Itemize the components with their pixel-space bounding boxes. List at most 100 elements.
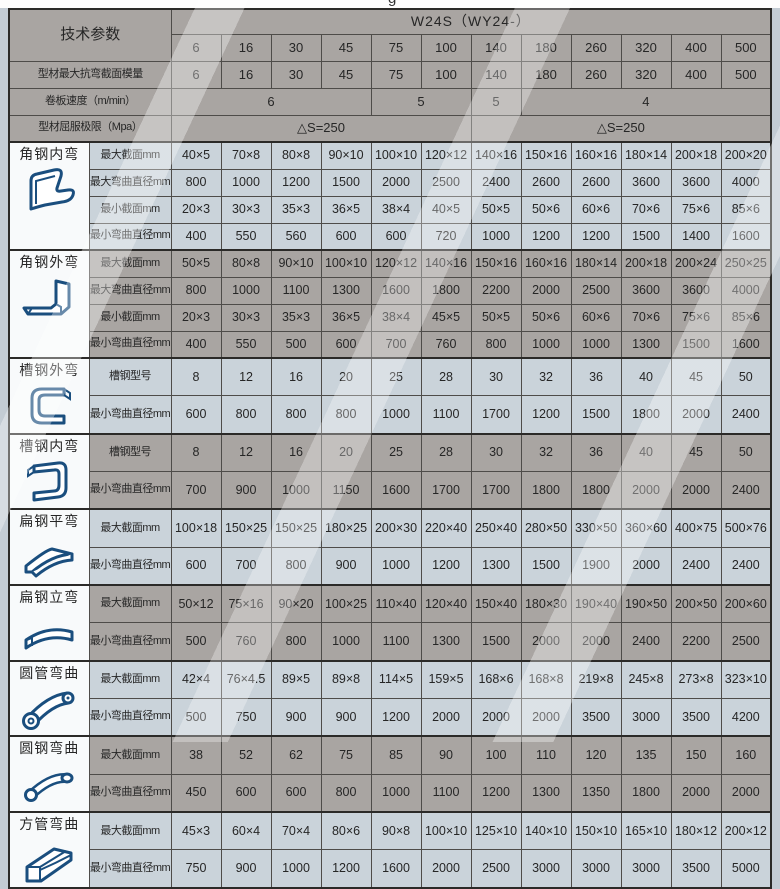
spec-cell: 50×5: [470, 195, 522, 224]
spec-cell: 2000: [670, 773, 722, 813]
flat-bar-edge-bend-icon: [18, 610, 80, 660]
top-crop-strip: g: [0, 0, 780, 8]
spec-cell: 700: [220, 546, 272, 586]
row-label: 最小弯曲直径mm: [88, 395, 172, 435]
spec-cell: 700: [170, 471, 222, 510]
spec-cell: 900: [220, 471, 272, 510]
spec-cell: 1500: [470, 622, 522, 662]
group-name-label: 扁钢立弯: [19, 589, 80, 606]
spec-cell: 140: [470, 60, 522, 89]
column-header: 100: [420, 33, 472, 62]
channel-inner-bend-icon: [18, 458, 80, 508]
spec-cell: 560: [270, 222, 322, 251]
spec-cell: 2200: [670, 622, 722, 662]
spec-cell: 500: [270, 330, 322, 359]
spec-cell: 760: [420, 330, 472, 359]
spec-cell: 100×10: [420, 811, 472, 851]
spec-cell: 36: [570, 432, 622, 473]
spec-cell: 3600: [620, 168, 672, 197]
spec-cell: 114×5: [370, 659, 422, 700]
spec-cell: 1200: [520, 395, 572, 435]
spec-cell: 2400: [720, 471, 772, 510]
spec-cell: 1000: [370, 395, 422, 435]
spec-cell: 100: [420, 60, 472, 89]
column-header: 75: [370, 33, 422, 62]
spec-cell: 75×6: [670, 303, 722, 332]
spec-table: 技术参数 W24S（WY24-） 6 16 30 45 75 100 140 180 260 320 4…: [8, 8, 773, 889]
column-header: 180: [520, 33, 572, 62]
spec-cell: 760: [220, 622, 272, 662]
spec-cell: 1400: [670, 222, 722, 251]
spec-cell: 180×14: [620, 141, 672, 170]
spec-cell: 32: [520, 432, 572, 473]
spec-cell: 800: [470, 330, 522, 359]
spec-cell: 2000: [520, 698, 572, 737]
spec-cell: 50: [720, 357, 772, 397]
spec-cell: 2000: [720, 773, 772, 813]
row-label: 最小弯曲直径mm: [88, 849, 172, 889]
profile-group-cell: 槽钢外弯: [8, 357, 90, 435]
spec-cell: 70×4: [270, 811, 322, 851]
column-header: 30: [270, 33, 322, 62]
profile-group-cell: 扁钢平弯: [8, 508, 90, 586]
row-label: 最大截面mm: [88, 508, 172, 548]
spec-cell: 3000: [620, 698, 672, 737]
spec-cell: 25: [370, 432, 422, 473]
row-label: 最大截面mm: [88, 811, 172, 851]
spec-cell: 90×20: [270, 584, 322, 624]
spec-cell: 75: [370, 60, 422, 89]
spec-cell: 700: [370, 330, 422, 359]
spec-cell: 60×6: [570, 195, 622, 224]
spec-cell: 20: [320, 432, 372, 473]
spec-cell: 150×25: [220, 508, 272, 548]
spec-cell: 62: [270, 735, 322, 775]
table-row: 最小截面mm 20×3 30×3 35×3 36×5 38×4 40×5 50×5 50×6 60…: [9, 195, 772, 224]
spec-cell: 200×24: [670, 249, 722, 278]
spec-cell: 20×3: [170, 195, 222, 224]
angle-outer-bend-icon: [18, 275, 80, 325]
spec-cell: 8: [170, 432, 222, 473]
spec-cell: 40×5: [170, 141, 222, 170]
spec-cell: 1100: [420, 395, 472, 435]
spec-cell: 2400: [720, 546, 772, 586]
table-row: 槽钢外弯 槽钢型号 8 12 16 20 25 28 30 32 36 40 45 50: [8, 357, 772, 435]
group-name-label: 角钢外弯: [19, 254, 80, 270]
spec-cell: 1100: [370, 622, 422, 662]
spec-cell: 750: [220, 698, 272, 737]
spec-cell: 1300: [520, 773, 572, 813]
spec-cell: 180×14: [570, 249, 622, 278]
cropped-text-fragment: g: [388, 0, 396, 7]
spec-cell: 1500: [570, 395, 622, 435]
spec-cell: △S=250: [470, 114, 772, 143]
table-row: 最小截面mm 20×3 30×3 35×3 36×5 38×4 45×5 50×5 50×6 60…: [9, 303, 772, 332]
spec-cell: 36: [570, 357, 622, 397]
spec-cell: 2000: [670, 395, 722, 435]
table-row: 最大弯曲直径mm 800 1000 1200 1500 2000 2500 2400 2600 2…: [9, 168, 772, 197]
column-header: 400: [670, 33, 722, 62]
row-label: 最大截面mm: [88, 584, 172, 624]
spec-row-label: 卷板速度（m/min）: [8, 87, 172, 116]
spec-cell: 52: [220, 735, 272, 775]
spec-cell: 180×25: [320, 508, 372, 548]
spec-cell: 25: [370, 357, 422, 397]
spec-cell: 30: [270, 60, 322, 89]
spec-cell: 1600: [370, 471, 422, 510]
table-row: 最小弯曲直径mm 600 700 800 900 1000 1200 1300 1500 1900…: [9, 546, 772, 586]
spec-cell: 50: [720, 432, 772, 473]
group-name-label: 角钢内弯: [19, 146, 80, 162]
spec-cell: 140×10: [520, 811, 572, 851]
spec-cell: 100×10: [320, 249, 372, 278]
spec-cell: 75×16: [220, 584, 272, 624]
spec-cell: 100: [470, 735, 522, 775]
spec-cell: 320: [620, 60, 672, 89]
table-row: 扁钢立弯 最大截面mm 50×12 75×16 90×20 100×25 110×40 120…: [8, 584, 772, 662]
row-label: 最小弯曲直径mm: [88, 222, 172, 251]
spec-cell: 250×40: [470, 508, 522, 548]
spec-cell: 40: [620, 432, 672, 473]
spec-cell: 45×3: [170, 811, 222, 851]
tech-params-header: 技术参数: [8, 8, 172, 62]
spec-cell: 323×10: [720, 659, 772, 700]
spec-cell: 120×12: [420, 141, 472, 170]
spec-cell: 1500: [320, 168, 372, 197]
spec-cell: 50×5: [170, 249, 222, 278]
